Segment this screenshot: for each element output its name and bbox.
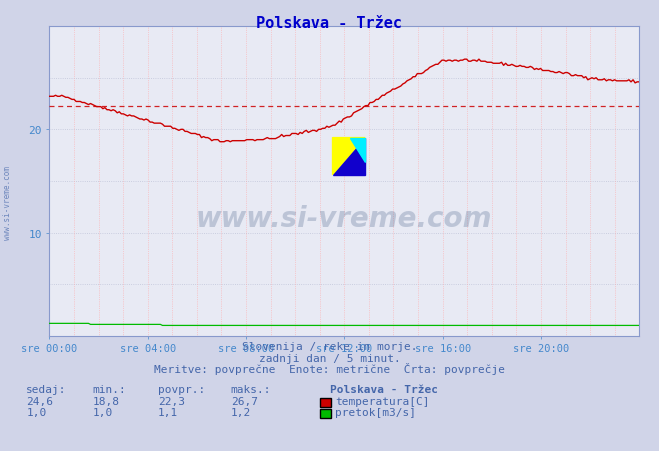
- Text: www.si-vreme.com: www.si-vreme.com: [196, 205, 492, 233]
- Text: 1,0: 1,0: [92, 407, 113, 417]
- Polygon shape: [333, 138, 365, 175]
- Text: 24,6: 24,6: [26, 396, 53, 405]
- Text: 1,1: 1,1: [158, 407, 179, 417]
- Text: sedaj:: sedaj:: [26, 384, 67, 394]
- Text: temperatura[C]: temperatura[C]: [335, 396, 429, 405]
- Text: zadnji dan / 5 minut.: zadnji dan / 5 minut.: [258, 353, 401, 363]
- Text: min.:: min.:: [92, 384, 126, 394]
- Text: maks.:: maks.:: [231, 384, 271, 394]
- Text: Slovenija / reke in morje.: Slovenija / reke in morje.: [242, 341, 417, 351]
- Polygon shape: [333, 138, 365, 175]
- Text: 1,2: 1,2: [231, 407, 251, 417]
- Text: 18,8: 18,8: [92, 396, 119, 405]
- Text: Polskava - Tržec: Polskava - Tržec: [330, 384, 438, 394]
- Text: pretok[m3/s]: pretok[m3/s]: [335, 407, 416, 417]
- Text: 22,3: 22,3: [158, 396, 185, 405]
- Text: Meritve: povprečne  Enote: metrične  Črta: povprečje: Meritve: povprečne Enote: metrične Črta:…: [154, 362, 505, 374]
- Text: Polskava - Tržec: Polskava - Tržec: [256, 16, 403, 31]
- Text: 26,7: 26,7: [231, 396, 258, 405]
- Text: povpr.:: povpr.:: [158, 384, 206, 394]
- Text: www.si-vreme.com: www.si-vreme.com: [3, 166, 13, 240]
- Polygon shape: [351, 138, 365, 162]
- Text: 1,0: 1,0: [26, 407, 47, 417]
